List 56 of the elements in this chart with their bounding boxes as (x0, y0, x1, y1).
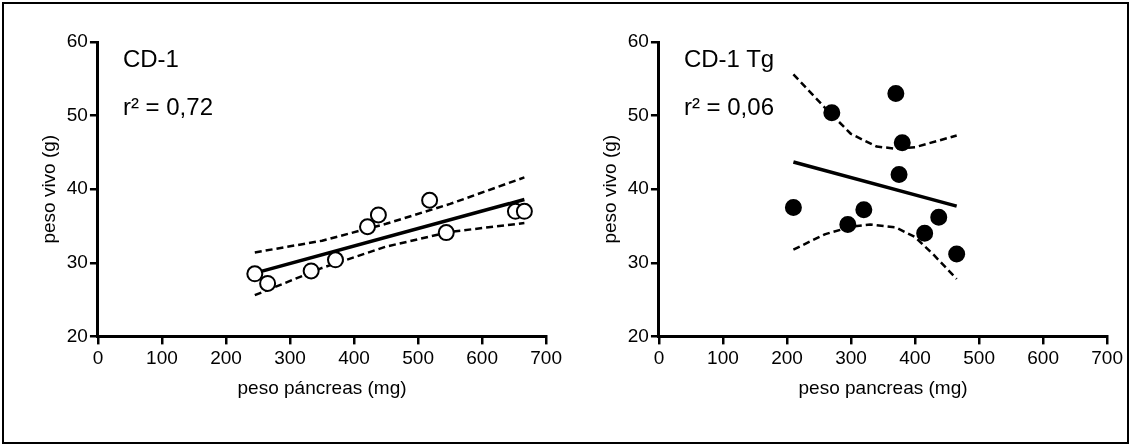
point (893, 134, 911, 152)
point (421, 191, 439, 209)
y-tick-label: 40 (627, 177, 649, 199)
x-tick-label: 600 (1027, 347, 1059, 369)
line-series (253, 176, 526, 254)
x-tick-label: 500 (963, 347, 995, 369)
y-tick-label: 50 (66, 103, 88, 125)
y-axis-title: peso vivo (g) (37, 134, 59, 244)
y-tick-label: 20 (66, 324, 88, 346)
point (887, 85, 905, 103)
x-tick-label: 100 (707, 347, 739, 369)
x-axis-title: peso pancreas (mg) (798, 376, 968, 398)
point (930, 208, 948, 226)
y-tick-label: 60 (66, 30, 88, 52)
x-tick-label: 0 (653, 347, 665, 369)
point (369, 206, 387, 224)
point (784, 199, 802, 217)
point (326, 251, 344, 269)
x-tick-label: 400 (338, 347, 370, 369)
x-tick-label: 100 (146, 347, 178, 369)
annotation: CD-1 (122, 44, 179, 72)
point (839, 216, 857, 234)
point (515, 202, 533, 220)
annotation: CD-1 Tg (683, 44, 775, 72)
x-tick-label: 700 (1091, 347, 1123, 369)
y-tick-label: 30 (627, 251, 649, 273)
annotation: r² = 0,72 (122, 92, 213, 120)
point (855, 201, 873, 219)
point (916, 224, 934, 242)
point (259, 274, 277, 292)
y-tick-label: 20 (627, 324, 649, 346)
x-tick-label: 500 (402, 347, 434, 369)
x-axis-title: peso páncreas (mg) (237, 376, 407, 398)
point (948, 245, 966, 263)
x-tick-label: 300 (274, 347, 306, 369)
y-tick-label: 50 (627, 103, 649, 125)
point (823, 104, 841, 122)
y-tick-label: 30 (66, 251, 88, 273)
x-tick-label: 300 (835, 347, 867, 369)
line-series (253, 221, 526, 297)
point (302, 262, 320, 280)
x-tick-label: 0 (92, 347, 104, 369)
line-series (792, 73, 958, 150)
y-tick-label: 60 (627, 30, 649, 52)
x-tick-label: 600 (466, 347, 498, 369)
point (437, 224, 455, 242)
x-tick-label: 400 (899, 347, 931, 369)
point (359, 218, 376, 236)
x-tick-label: 200 (210, 347, 242, 369)
point (890, 165, 908, 183)
x-tick-label: 200 (771, 347, 803, 369)
y-axis-title: peso vivo (g) (598, 134, 620, 244)
point (246, 265, 264, 283)
y-tick-label: 40 (66, 177, 88, 199)
x-tick-label: 700 (530, 347, 562, 369)
annotation: r² = 0,06 (683, 92, 774, 120)
